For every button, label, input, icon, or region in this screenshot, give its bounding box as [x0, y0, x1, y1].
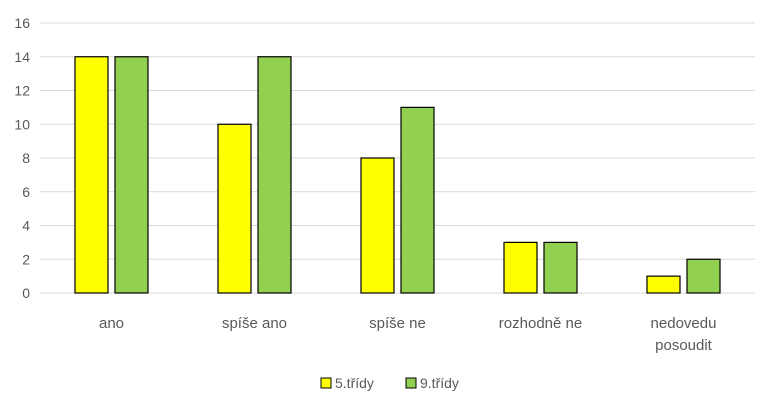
bar-9.třídy-1 [257, 56, 292, 294]
x-category-label: spíše ano [222, 315, 287, 332]
bar-5.třídy-3 [503, 241, 538, 294]
bar-9.třídy-3 [543, 241, 578, 294]
bar-5.třídy-1 [217, 123, 252, 294]
y-tick-label: 0 [22, 285, 30, 301]
bar-9.třídy-2 [400, 106, 435, 294]
bar-5.třídy-2 [360, 157, 395, 294]
x-category-label: spíše ne [369, 315, 426, 332]
legend-label: 5.třídy [335, 375, 374, 391]
y-tick-label: 6 [22, 184, 30, 200]
bar-9.třídy-4 [686, 258, 721, 294]
bars [74, 56, 721, 294]
y-tick-label: 12 [14, 83, 30, 99]
bar-9.třídy-0 [114, 56, 149, 294]
y-axis-tick-labels: 0 2 4 6 8 10 12 14 16 [14, 15, 30, 301]
legend-swatch [405, 377, 417, 389]
legend: 5.třídy 9.třídy [320, 375, 459, 391]
x-category-label: ano [99, 315, 124, 332]
y-tick-label: 2 [22, 251, 30, 267]
y-tick-label: 14 [14, 49, 30, 65]
legend-swatch [320, 377, 332, 389]
gridlines [40, 22, 755, 294]
bar-5.třídy-4 [646, 275, 681, 294]
y-tick-label: 8 [22, 150, 30, 166]
legend-label: 9.třídy [420, 375, 459, 391]
y-tick-label: 16 [14, 15, 30, 31]
y-tick-label: 10 [14, 116, 30, 132]
x-axis-category-labels: ano spíše ano spíše ne rozhodně ne nedovedu p… [99, 315, 716, 354]
bar-5.třídy-0 [74, 56, 109, 294]
y-tick-label: 4 [22, 218, 30, 234]
x-category-label: nedovedu posoudit [651, 315, 717, 354]
x-category-label: rozhodně ne [499, 315, 582, 332]
